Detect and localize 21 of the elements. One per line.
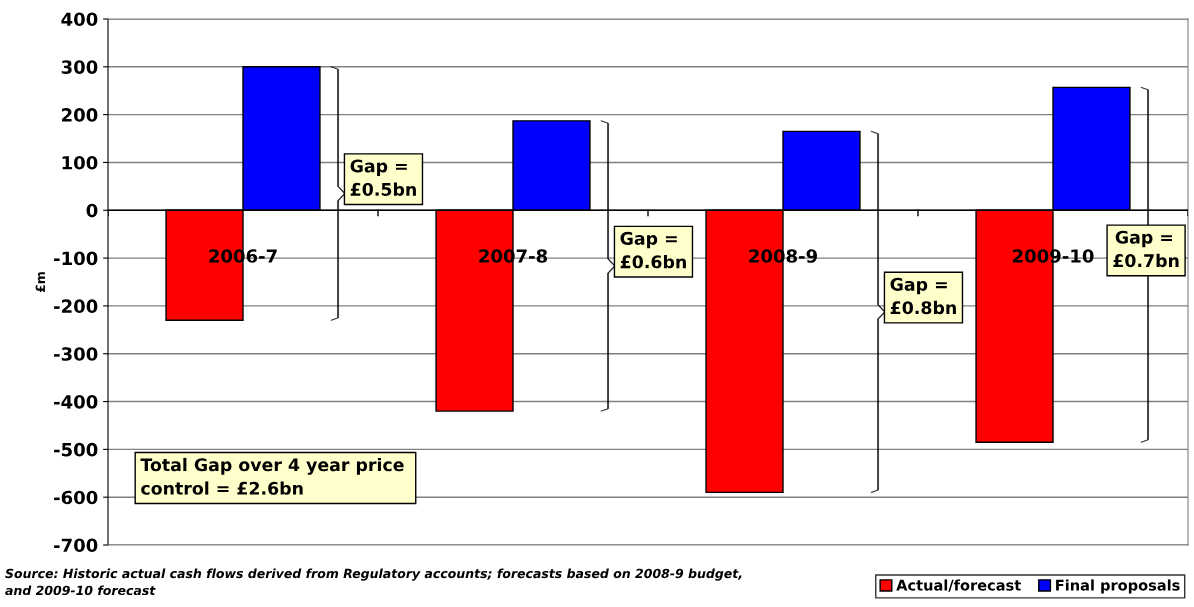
y-tick-label: -200 [54,299,98,314]
annotation: Gap = £0.7bn [1113,230,1179,268]
annotation: Gap = £0.8bn [890,277,956,315]
y-tick-label: 300 [61,60,98,74]
y-tick-label: -500 [54,442,98,457]
legend-label: Actual/forecast [896,579,1021,592]
source-note: Source: Historic actual cash flows derived from Regulatory accounts; forecasts based on 2008-9 budget, and 2009-10 forecast [5,568,742,596]
y-tick-label: -600 [54,490,98,505]
annotation: Gap = £0.6bn [620,231,686,269]
y-axis-title: £m [35,272,45,293]
y-tick-label: -100 [54,251,98,266]
legend-label: Final proposals [1056,579,1180,594]
y-tick-label: 400 [61,12,98,27]
annotation: Gap = £0.5bn [350,159,416,196]
y-tick-label: 200 [62,108,98,122]
y-tick-label: -400 [54,395,98,409]
y-tick-label: 0 [86,203,98,218]
y-tick-label: -700 [54,538,98,553]
annotation: Total Gap over 4 year price control = £2.6bn [140,457,404,495]
y-tick-label: -300 [54,347,98,361]
y-tick-label: 100 [62,155,98,170]
